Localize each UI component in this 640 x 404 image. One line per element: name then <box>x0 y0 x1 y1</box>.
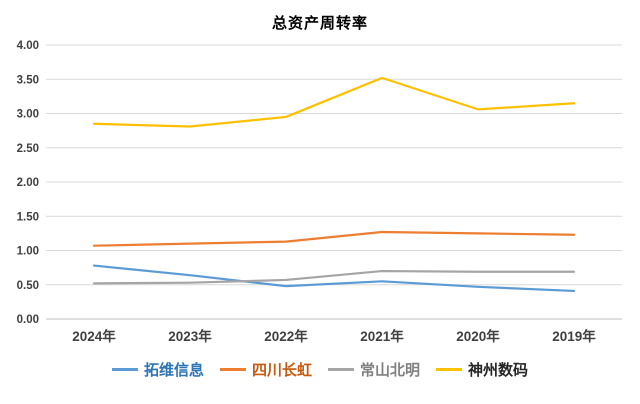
legend-swatch-icon <box>328 368 354 371</box>
chart-legend: 拓维信息 四川长虹 常山北明 神州数码 <box>0 359 640 380</box>
line-chart: 0.00 0.50 1.00 1.50 2.00 2.50 3.00 3.50 4.00 2024… <box>17 40 622 344</box>
legend-label: 神州数码 <box>468 362 529 379</box>
x-tick-label: 2024年 <box>72 328 116 344</box>
legend-item-2: 常山北明 <box>328 359 420 380</box>
x-tick-label: 2023年 <box>168 328 212 344</box>
y-tick-label: 0.50 <box>17 280 39 292</box>
legend-label: 拓维信息 <box>143 362 204 379</box>
legend-label: 四川长虹 <box>251 362 312 379</box>
y-tick-label: 1.50 <box>17 211 39 223</box>
legend-item-0: 拓维信息 <box>111 359 204 380</box>
y-tick-label: 3.00 <box>17 109 39 121</box>
legend-swatch-icon <box>111 368 138 371</box>
y-tick-label: 1.00 <box>17 246 39 258</box>
y-tick-label: 2.50 <box>17 143 39 155</box>
plot-area: 0.00 0.50 1.00 1.50 2.00 2.50 3.00 3.50 4.00 2024… <box>0 35 640 353</box>
x-tick-label: 2019年 <box>552 328 596 344</box>
x-tick-label: 2020年 <box>456 328 500 344</box>
y-tick-label: 3.50 <box>17 74 39 86</box>
y-tick-label: 4.00 <box>17 40 39 52</box>
y-tick-label: 0.00 <box>17 314 39 326</box>
legend-label: 常山北明 <box>360 362 421 379</box>
legend-item-3: 神州数码 <box>436 359 528 380</box>
legend-swatch-icon <box>219 368 246 371</box>
legend-swatch-icon <box>436 368 463 371</box>
series-line-3 <box>92 76 576 128</box>
legend-item-1: 四川长虹 <box>219 359 312 380</box>
series-line-2 <box>92 269 576 285</box>
x-tick-label: 2022年 <box>264 328 308 344</box>
series-line-0 <box>92 264 576 293</box>
chart-title: 总资产周转率 <box>271 15 368 32</box>
x-tick-label: 2021年 <box>360 328 404 344</box>
series-line-1 <box>92 230 576 247</box>
y-tick-label: 2.00 <box>17 177 39 189</box>
